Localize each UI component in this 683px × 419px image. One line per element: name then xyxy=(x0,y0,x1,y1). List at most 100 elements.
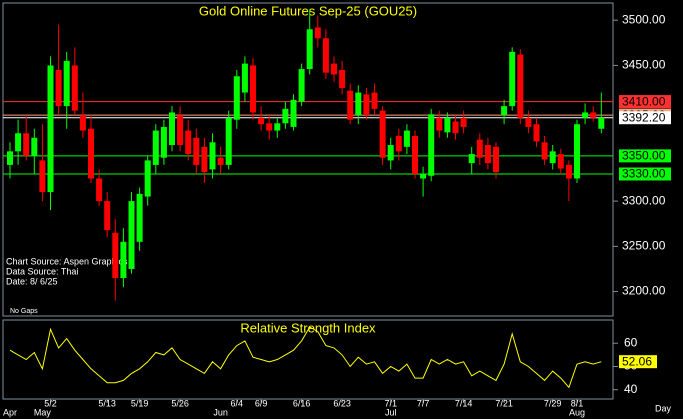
y-tick-label: 60 xyxy=(624,335,638,349)
y-tick-label: 40 xyxy=(624,382,638,396)
candle-body xyxy=(250,65,256,113)
candle-body xyxy=(582,112,589,118)
candle-body xyxy=(120,241,127,279)
x-tick-label: 5/2 xyxy=(44,398,57,408)
candle-body xyxy=(420,173,427,179)
candle-body xyxy=(55,69,62,107)
candle-body xyxy=(112,232,119,279)
candle-body xyxy=(88,128,94,179)
candle-body xyxy=(71,65,78,111)
y-tick-label: 3300.00 xyxy=(622,193,666,207)
candle-body xyxy=(322,38,329,73)
candle-body xyxy=(144,160,151,197)
candle-body xyxy=(128,201,135,269)
candle-body xyxy=(493,146,499,173)
annotation: Data Source: Thai xyxy=(6,266,78,276)
month-label: Aug xyxy=(569,407,585,417)
candle-body xyxy=(517,54,524,118)
candle-body xyxy=(557,154,564,169)
candle-body xyxy=(574,124,580,179)
candle-body xyxy=(379,110,386,158)
reference-label-box xyxy=(619,95,671,109)
candle-body xyxy=(444,117,451,133)
candle-body xyxy=(209,142,216,170)
month-label: May xyxy=(34,407,52,417)
candle-body xyxy=(363,94,370,116)
candle-body xyxy=(306,29,313,70)
candle-body xyxy=(39,160,46,193)
chart-title: Gold Online Futures Sep-25 (GOU25) xyxy=(199,3,417,18)
rsi-last-label: 52.06 xyxy=(622,354,652,368)
candle-body xyxy=(185,130,192,155)
y-tick-label: 3450.00 xyxy=(622,58,666,72)
x-tick-label: 5/26 xyxy=(171,398,189,408)
candle-body xyxy=(7,151,13,165)
candle-body xyxy=(290,99,297,127)
candle-body xyxy=(201,146,208,173)
x-tick-label: 6/23 xyxy=(333,398,351,408)
candle-body xyxy=(177,115,184,146)
candle-body xyxy=(152,130,159,165)
candle-body xyxy=(331,63,337,75)
candle-body xyxy=(436,117,443,131)
candle-body xyxy=(169,112,175,146)
annotation: Date: 8/ 6/25 xyxy=(6,276,58,286)
candle-body xyxy=(15,133,22,152)
candle-body xyxy=(428,114,435,176)
candle-body xyxy=(233,76,240,120)
candle-body xyxy=(476,139,483,158)
x-tick-label: 7/29 xyxy=(544,398,562,408)
candle-body xyxy=(225,117,232,165)
candle-body xyxy=(395,135,402,152)
reference-label: 3350.00 xyxy=(622,149,666,163)
x-tick-label: 7/1 xyxy=(384,398,397,408)
candle-body xyxy=(525,117,532,127)
candle-body xyxy=(371,92,378,109)
rsi-line xyxy=(9,326,602,389)
reference-label: 3410.00 xyxy=(622,94,666,108)
candle-body xyxy=(541,142,548,160)
x-tick-label: 6/16 xyxy=(293,398,311,408)
reference-label-box xyxy=(619,111,671,125)
candle-body xyxy=(241,63,248,93)
x-tick-label: 5/19 xyxy=(131,398,149,408)
annotation: No Gaps xyxy=(10,308,38,315)
candle-body xyxy=(549,151,556,164)
candle-body xyxy=(266,123,273,131)
candle-body xyxy=(468,154,475,164)
candle-body xyxy=(565,164,572,179)
rsi-label-box xyxy=(619,355,657,369)
candle-body xyxy=(403,130,410,147)
candle-body xyxy=(160,126,167,158)
candle-body xyxy=(136,193,143,242)
reference-label: 3392.20 xyxy=(622,110,666,124)
candle-body xyxy=(47,65,54,193)
y-tick-label: 3200.00 xyxy=(622,284,666,298)
candle-body xyxy=(282,108,289,124)
y-tick-label: 3250.00 xyxy=(622,239,666,253)
candle-body xyxy=(23,133,30,156)
month-label: Apr xyxy=(3,407,17,417)
candle-body xyxy=(298,69,305,102)
x-axis-label: Day xyxy=(655,403,672,413)
reference-label-box xyxy=(619,149,671,163)
price-panel xyxy=(2,2,614,317)
month-label: Jul xyxy=(385,407,397,417)
reference-label-box xyxy=(619,167,671,181)
candle-body xyxy=(217,157,224,165)
candle-body xyxy=(193,137,200,165)
candle-body xyxy=(590,112,597,118)
candle-body xyxy=(63,60,70,107)
x-tick-label: 7/21 xyxy=(495,398,513,408)
candle-body xyxy=(460,117,467,127)
x-tick-label: 8/1 xyxy=(571,398,584,408)
candle-body xyxy=(484,145,491,164)
x-tick-label: 5/13 xyxy=(98,398,116,408)
candle-body xyxy=(31,137,38,156)
month-label: Jun xyxy=(213,407,228,417)
x-tick-label: 6/9 xyxy=(255,398,268,408)
x-tick-label: 6/4 xyxy=(231,398,244,408)
